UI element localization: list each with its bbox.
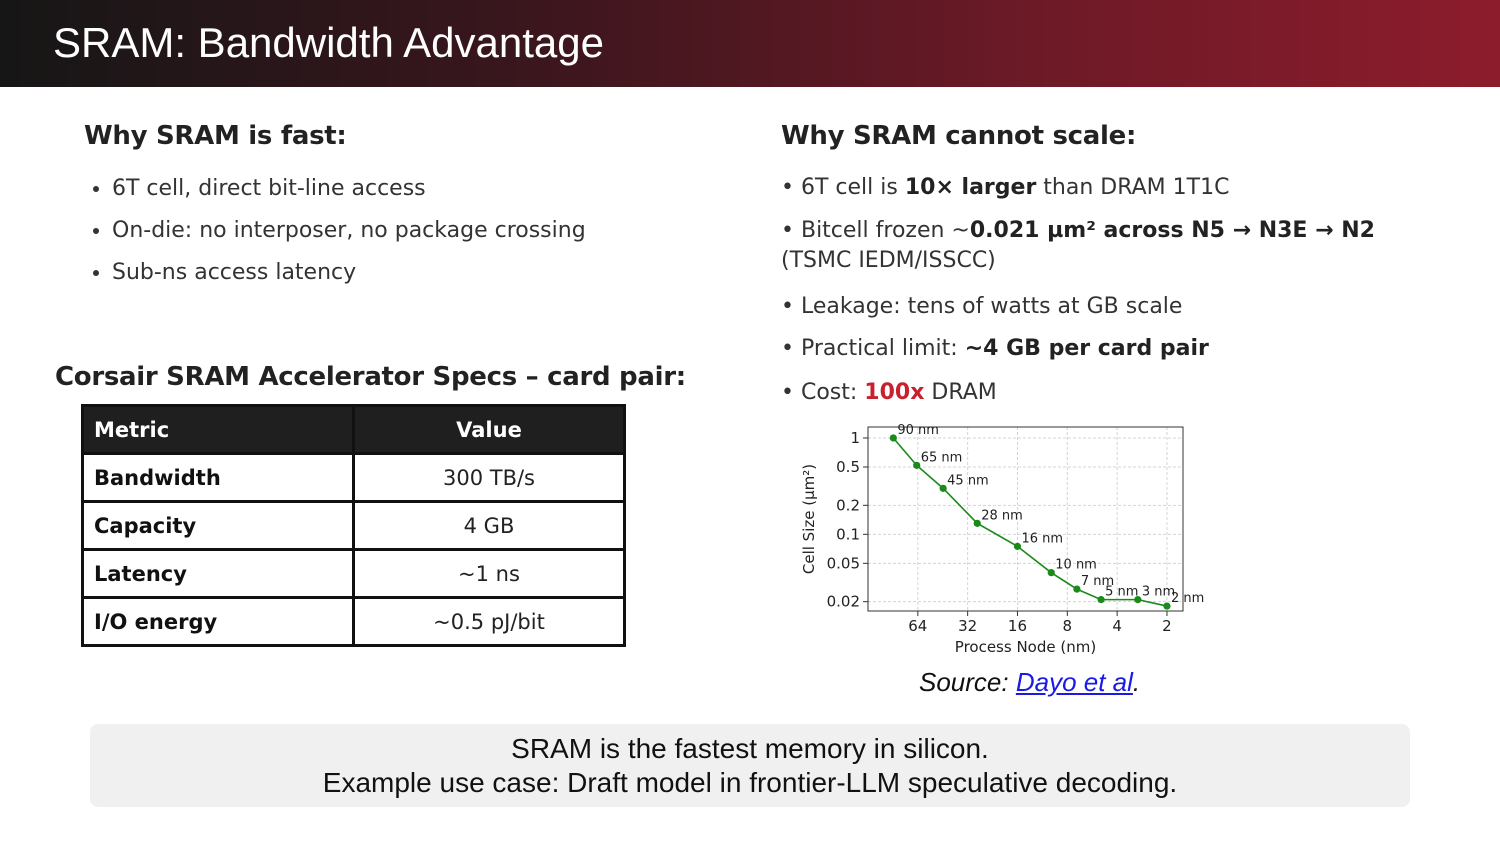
data-label: 16 nm bbox=[1021, 531, 1063, 546]
item-text: DRAM bbox=[924, 380, 997, 405]
source-suffix: . bbox=[1132, 667, 1141, 697]
column-header-value: Value bbox=[352, 404, 626, 455]
data-point bbox=[1073, 585, 1081, 593]
y-tick-label: 0.5 bbox=[836, 458, 860, 476]
list-item: • Practical limit: ~4 GB per card pair bbox=[781, 332, 1431, 376]
takeaway-line-1: SRAM is the fastest memory in silicon. bbox=[511, 733, 989, 764]
metric-cell: Bandwidth bbox=[81, 452, 355, 503]
table-row: Latency ~1 ns bbox=[81, 548, 626, 599]
takeaway-box: SRAM is the fastest memory in silicon. E… bbox=[90, 724, 1410, 807]
table-row: Bandwidth 300 TB/s bbox=[81, 452, 626, 503]
x-tick-label: 4 bbox=[1112, 617, 1122, 635]
plot-frame bbox=[867, 426, 1184, 612]
table-header-row: Metric Value bbox=[81, 404, 626, 455]
item-text: than DRAM 1T1C bbox=[1036, 175, 1230, 200]
data-label: 28 nm bbox=[981, 508, 1023, 523]
item-text: • Practical limit: bbox=[781, 336, 965, 361]
data-label: 3 nm bbox=[1142, 585, 1175, 600]
metric-cell: Latency bbox=[81, 548, 355, 599]
table-row: I/O energy ~0.5 pJ/bit bbox=[81, 596, 626, 647]
source-citation: Source: Dayo et al. bbox=[919, 667, 1140, 698]
takeaway-line-2: Example use case: Draft model in frontie… bbox=[322, 767, 1178, 798]
why-cannot-scale-list: • 6T cell is 10× larger than DRAM 1T1C •… bbox=[781, 170, 1431, 418]
x-tick-label: 32 bbox=[958, 617, 977, 635]
y-tick-label: 0.02 bbox=[827, 593, 860, 611]
value-cell: 300 TB/s bbox=[352, 452, 626, 503]
x-axis-label: Process Node (nm) bbox=[955, 638, 1096, 656]
cost-multiplier: 100x bbox=[864, 380, 925, 405]
y-axis-label: Cell Size (µm²) bbox=[800, 464, 818, 574]
y-tick-label: 1 bbox=[850, 429, 860, 447]
data-label: 2 nm bbox=[1171, 591, 1204, 606]
item-emphasis: 10× larger bbox=[904, 175, 1037, 200]
metric-cell: Capacity bbox=[81, 500, 355, 551]
why-fast-list: 6T cell, direct bit-line access On-die: … bbox=[84, 170, 732, 296]
data-label: 45 nm bbox=[947, 473, 989, 488]
x-tick-label: 64 bbox=[908, 617, 927, 635]
list-item: • Bitcell frozen ~0.021 µm² across N5 → … bbox=[781, 212, 1431, 290]
list-item: Sub-ns access latency bbox=[112, 254, 732, 296]
item-text: • Bitcell frozen ~ bbox=[781, 218, 970, 243]
y-tick-label: 0.1 bbox=[836, 525, 860, 543]
data-point bbox=[1047, 569, 1055, 577]
list-item: • 6T cell is 10× larger than DRAM 1T1C bbox=[781, 170, 1431, 212]
y-tick-label: 0.2 bbox=[836, 496, 860, 514]
title-bar: SRAM: Bandwidth Advantage bbox=[0, 0, 1500, 87]
metric-cell: I/O energy bbox=[81, 596, 355, 647]
data-point bbox=[1163, 602, 1171, 610]
data-point bbox=[1013, 542, 1022, 550]
data-point bbox=[973, 519, 981, 527]
value-cell: 4 GB bbox=[352, 500, 626, 551]
value-cell: ~1 ns bbox=[352, 548, 626, 599]
why-cannot-scale-heading: Why SRAM cannot scale: bbox=[781, 121, 1137, 151]
item-text: • 6T cell is bbox=[781, 175, 905, 200]
list-item: 6T cell, direct bit-line access bbox=[112, 170, 732, 212]
column-header-metric: Metric bbox=[81, 404, 355, 455]
data-label: 65 nm bbox=[921, 450, 963, 465]
why-fast-heading: Why SRAM is fast: bbox=[84, 121, 347, 151]
x-tick-label: 16 bbox=[1008, 617, 1027, 635]
item-emphasis: ~4 GB per card pair bbox=[964, 336, 1209, 361]
data-point bbox=[1097, 596, 1105, 604]
source-prefix: Source: bbox=[919, 667, 1016, 697]
slide-title: SRAM: Bandwidth Advantage bbox=[53, 19, 605, 66]
specs-heading: Corsair SRAM Accelerator Specs – card pa… bbox=[55, 362, 686, 392]
specs-table: Metric Value Bandwidth 300 TB/s Capacity… bbox=[81, 404, 626, 647]
x-tick-label: 2 bbox=[1162, 617, 1172, 635]
item-emphasis: 0.021 µm² across N5 → N3E → N2 bbox=[969, 218, 1375, 243]
x-tick-label: 8 bbox=[1063, 617, 1073, 635]
data-point bbox=[889, 434, 897, 442]
value-cell: ~0.5 pJ/bit bbox=[352, 596, 626, 647]
sram-cell-size-chart: 64 32 16 8 4 2 1 0.5 0.2 0.1 0.05 0.02 Process Node … bbox=[800, 423, 1204, 656]
list-item: • Leakage: tens of watts at GB scale bbox=[781, 294, 1183, 319]
data-label: 90 nm bbox=[897, 423, 939, 438]
data-label: 10 nm bbox=[1055, 558, 1097, 573]
series-line bbox=[892, 437, 1168, 607]
item-text: • Cost: bbox=[781, 380, 865, 405]
table-row: Capacity 4 GB bbox=[81, 500, 626, 551]
data-point bbox=[913, 461, 921, 469]
list-item: • Cost: 100x DRAM bbox=[781, 376, 1431, 418]
data-label: 5 nm bbox=[1105, 585, 1138, 600]
data-point bbox=[1134, 596, 1142, 604]
source-link[interactable]: Dayo et al bbox=[1015, 667, 1133, 697]
data-point bbox=[939, 484, 947, 492]
data-label: 7 nm bbox=[1081, 574, 1114, 589]
item-text: (TSMC IEDM/ISSCC) bbox=[781, 248, 996, 273]
list-item: On-die: no interposer, no package crossi… bbox=[112, 212, 732, 254]
y-tick-label: 0.05 bbox=[827, 554, 860, 572]
